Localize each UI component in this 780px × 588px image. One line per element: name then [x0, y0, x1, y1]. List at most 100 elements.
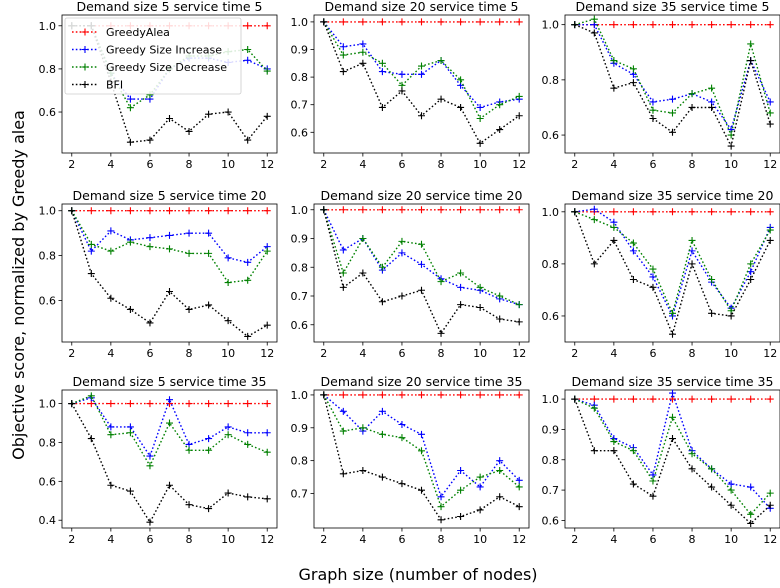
point-greedy-size-decrease	[727, 486, 735, 494]
axes-frame	[61, 14, 278, 154]
x-tick-label: 12	[512, 533, 526, 546]
point-greedy-size-increase	[146, 234, 154, 242]
y-tick-label: 1.0	[542, 19, 560, 32]
point-greedy-size-increase	[205, 229, 213, 237]
point-greedy-size-decrease	[398, 237, 406, 245]
y-tick-label: 1.0	[542, 393, 560, 406]
x-tick-label: 6	[649, 533, 656, 546]
panel-title: Demand size 35 service time 35	[572, 374, 774, 389]
point-greedy-size-increase	[378, 407, 386, 415]
point-greedy-size-increase	[476, 103, 484, 111]
series-line-greedy-size-decrease	[574, 18, 771, 138]
x-tick-label: 6	[649, 347, 656, 360]
legend-entry: Greedy Size Decrease	[106, 61, 227, 74]
legend-marker	[81, 46, 89, 53]
point-greedy-size-decrease	[166, 419, 173, 427]
point-greedy-size-decrease	[669, 413, 676, 421]
point-greedy-size-decrease	[496, 101, 504, 109]
point-greedy-size-increase	[629, 247, 637, 255]
point-greedy-size-decrease	[629, 239, 637, 247]
x-tick-label: 10	[473, 158, 487, 171]
point-bfi	[476, 304, 484, 311]
panel-1: Demand size 5 service time 5 2 4 6 8 10 12 0.6 0…	[39, 0, 278, 171]
point-greedy-size-increase	[224, 423, 232, 431]
x-tick-label: 2	[320, 347, 327, 360]
point-greedyalea	[244, 400, 252, 408]
point-greedyalea	[649, 208, 657, 216]
point-greedyalea	[727, 395, 735, 403]
point-greedyalea	[457, 18, 465, 26]
panel-6: Demand size 35 service time 20 2 4 6 8 10 12 0.…	[542, 188, 780, 360]
point-greedyalea	[378, 206, 386, 214]
point-bfi	[708, 483, 716, 491]
point-greedyalea	[649, 21, 657, 29]
point-greedy-size-increase	[398, 421, 406, 428]
point-greedy-size-increase	[747, 483, 755, 491]
series-line-greedy-size-decrease	[323, 209, 520, 306]
point-greedyalea	[515, 18, 523, 26]
point-bfi	[515, 318, 523, 326]
series-line-greedy-size-decrease	[574, 398, 771, 516]
point-bfi	[476, 139, 484, 147]
point-greedy-size-decrease	[263, 247, 271, 255]
point-greedy-size-increase	[339, 246, 347, 254]
point-greedy-size-increase	[418, 260, 425, 268]
y-tick-label: 1.0	[39, 20, 57, 33]
axes-frame	[564, 203, 780, 343]
point-bfi	[727, 142, 735, 150]
panel-title: Demand size 20 service time 20	[321, 188, 523, 203]
point-bfi	[224, 317, 232, 325]
point-greedy-size-increase	[166, 396, 173, 404]
legend-box	[64, 17, 242, 95]
point-greedy-size-decrease	[457, 76, 465, 84]
point-greedy-size-decrease	[610, 223, 618, 231]
series-line-greedy-size-decrease	[71, 394, 268, 468]
point-bfi	[320, 391, 328, 399]
y-tick-label: 1.0	[542, 206, 560, 219]
point-greedyalea	[146, 400, 154, 408]
x-tick-label: 4	[359, 347, 366, 360]
y-tick-label: 1.0	[291, 389, 309, 402]
x-tick-label: 10	[724, 533, 738, 546]
point-greedyalea	[669, 208, 676, 216]
point-greedy-size-decrease	[359, 48, 367, 56]
point-bfi	[205, 505, 213, 513]
point-bfi	[669, 330, 676, 338]
point-greedy-size-increase	[359, 40, 367, 48]
point-greedy-size-decrease	[747, 260, 755, 268]
panel-title: Demand size 5 service time 20	[73, 188, 267, 203]
point-greedyalea	[457, 206, 465, 214]
point-bfi	[418, 112, 425, 120]
series-line-bfi	[323, 394, 520, 521]
point-greedy-size-decrease	[708, 84, 716, 92]
point-greedy-size-decrease	[688, 90, 696, 98]
point-greedy-size-decrease	[205, 249, 213, 257]
point-greedyalea	[766, 21, 774, 29]
point-bfi	[166, 481, 173, 489]
panel-7: Demand size 5 service time 35 2 4 6 8 10 12 0.4…	[39, 374, 278, 546]
point-greedyalea	[107, 207, 115, 215]
point-greedy-size-decrease	[398, 434, 406, 442]
y-tick-label: 0.6	[39, 106, 57, 119]
point-bfi	[766, 236, 774, 244]
point-greedy-size-increase	[437, 493, 445, 501]
y-tick-label: 0.7	[542, 484, 560, 497]
point-bfi	[398, 480, 406, 488]
point-bfi	[418, 286, 425, 294]
point-greedy-size-decrease	[515, 483, 523, 491]
point-greedyalea	[629, 208, 637, 216]
point-bfi	[688, 465, 696, 473]
point-bfi	[766, 501, 774, 509]
panel-5: Demand size 20 service time 20 2 4 6 8 10 12 0.…	[291, 188, 530, 360]
point-greedyalea	[205, 400, 213, 408]
x-tick-label: 8	[438, 158, 445, 171]
x-tick-label: 6	[146, 158, 153, 171]
point-greedy-size-decrease	[669, 109, 676, 117]
point-greedy-size-decrease	[87, 240, 95, 248]
y-tick-label: 0.6	[39, 294, 57, 307]
point-greedy-size-decrease	[418, 447, 425, 455]
x-tick-label: 6	[398, 533, 405, 546]
point-bfi	[378, 103, 386, 111]
point-greedy-size-decrease	[649, 265, 657, 273]
